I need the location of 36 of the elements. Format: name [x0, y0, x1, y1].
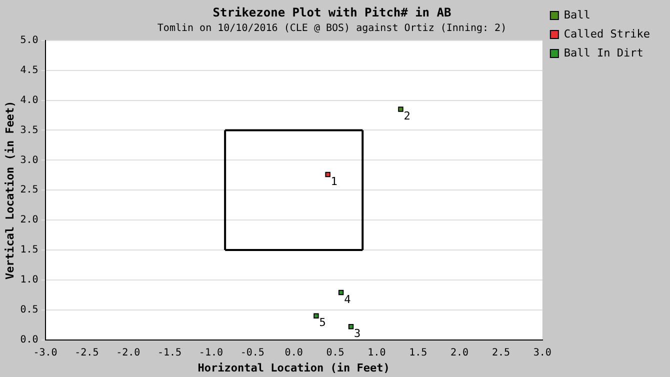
x-tick-label: -2.0 [116, 347, 140, 358]
x-tick-label: 2.0 [450, 347, 469, 358]
x-tick-label: -1.0 [198, 347, 224, 358]
legend-label: Called Strike [564, 27, 650, 40]
annotation: 2 [404, 110, 410, 123]
legend-label: Ball In Dirt [564, 46, 644, 60]
x-tick-label: 0.5 [326, 347, 344, 358]
annotation: 3 [354, 326, 361, 340]
y-tick-label: 2.5 [20, 184, 38, 196]
annotation: 5 [319, 316, 326, 330]
x-tick-label: -3.0 [33, 347, 58, 358]
x-tick-label: 2.5 [492, 347, 510, 358]
legend-label: Ball [564, 8, 590, 22]
y-tick-label: 1.5 [20, 244, 38, 256]
y-tick-label: 0.5 [20, 304, 38, 316]
y-axis-title: Vertical Location (in Feet) [3, 100, 16, 280]
y-tick-label: 4.0 [20, 94, 38, 106]
chart-subtitle: Tomlin on 10/10/2016 (CLE @ BOS) against Ortiz (Inning: 2) [157, 22, 507, 34]
x-tick-label: 1.0 [368, 347, 386, 358]
y-tick-label: 2.0 [20, 214, 38, 226]
chart-title: Strikezone Plot with Pitch# in AB [212, 5, 452, 20]
y-tick-label: 3.5 [20, 124, 38, 136]
x-tick-label: -0.5 [240, 347, 264, 358]
x-tick-label: 3.0 [533, 347, 552, 358]
y-tick-label: 5.0 [20, 34, 38, 46]
x-tick-label: -2.5 [74, 347, 99, 358]
annotation: 1 [330, 174, 338, 188]
y-tick-label: 1.0 [20, 274, 38, 286]
x-axis-title: Horizontal Location (in Feet) [198, 361, 390, 374]
x-tick-label: 0.0 [284, 347, 303, 358]
x-tick-label: -1.5 [158, 347, 182, 358]
y-tick-label: 4.5 [20, 64, 38, 76]
x-tick-label: 1.5 [409, 347, 428, 358]
y-tick-label: 0.0 [20, 334, 38, 346]
annotation: 4 [344, 292, 352, 306]
y-tick-label: 3.0 [20, 154, 38, 166]
